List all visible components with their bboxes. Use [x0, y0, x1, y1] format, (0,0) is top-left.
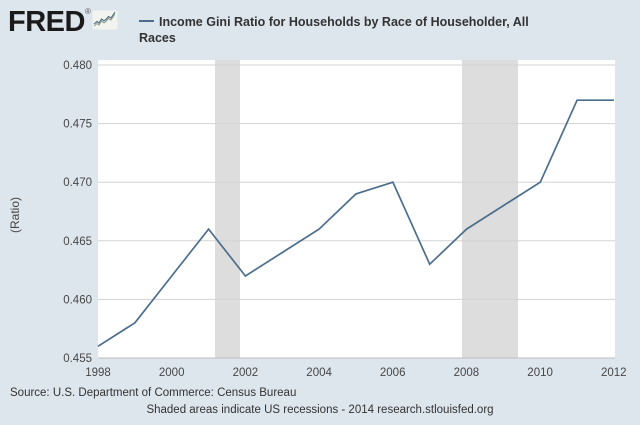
- svg-text:0.475: 0.475: [63, 119, 92, 131]
- svg-text:0.465: 0.465: [63, 236, 92, 248]
- svg-text:0.460: 0.460: [63, 294, 92, 306]
- svg-text:0.480: 0.480: [63, 60, 92, 72]
- svg-text:2012: 2012: [601, 367, 627, 379]
- svg-text:2006: 2006: [380, 367, 406, 379]
- svg-text:1998: 1998: [85, 367, 111, 379]
- svg-text:2000: 2000: [159, 367, 185, 379]
- svg-text:0.470: 0.470: [63, 177, 92, 189]
- svg-text:2004: 2004: [306, 367, 332, 379]
- svg-text:2010: 2010: [527, 367, 553, 379]
- svg-text:2008: 2008: [454, 367, 480, 379]
- svg-text:2002: 2002: [233, 367, 259, 379]
- svg-text:0.455: 0.455: [63, 353, 92, 365]
